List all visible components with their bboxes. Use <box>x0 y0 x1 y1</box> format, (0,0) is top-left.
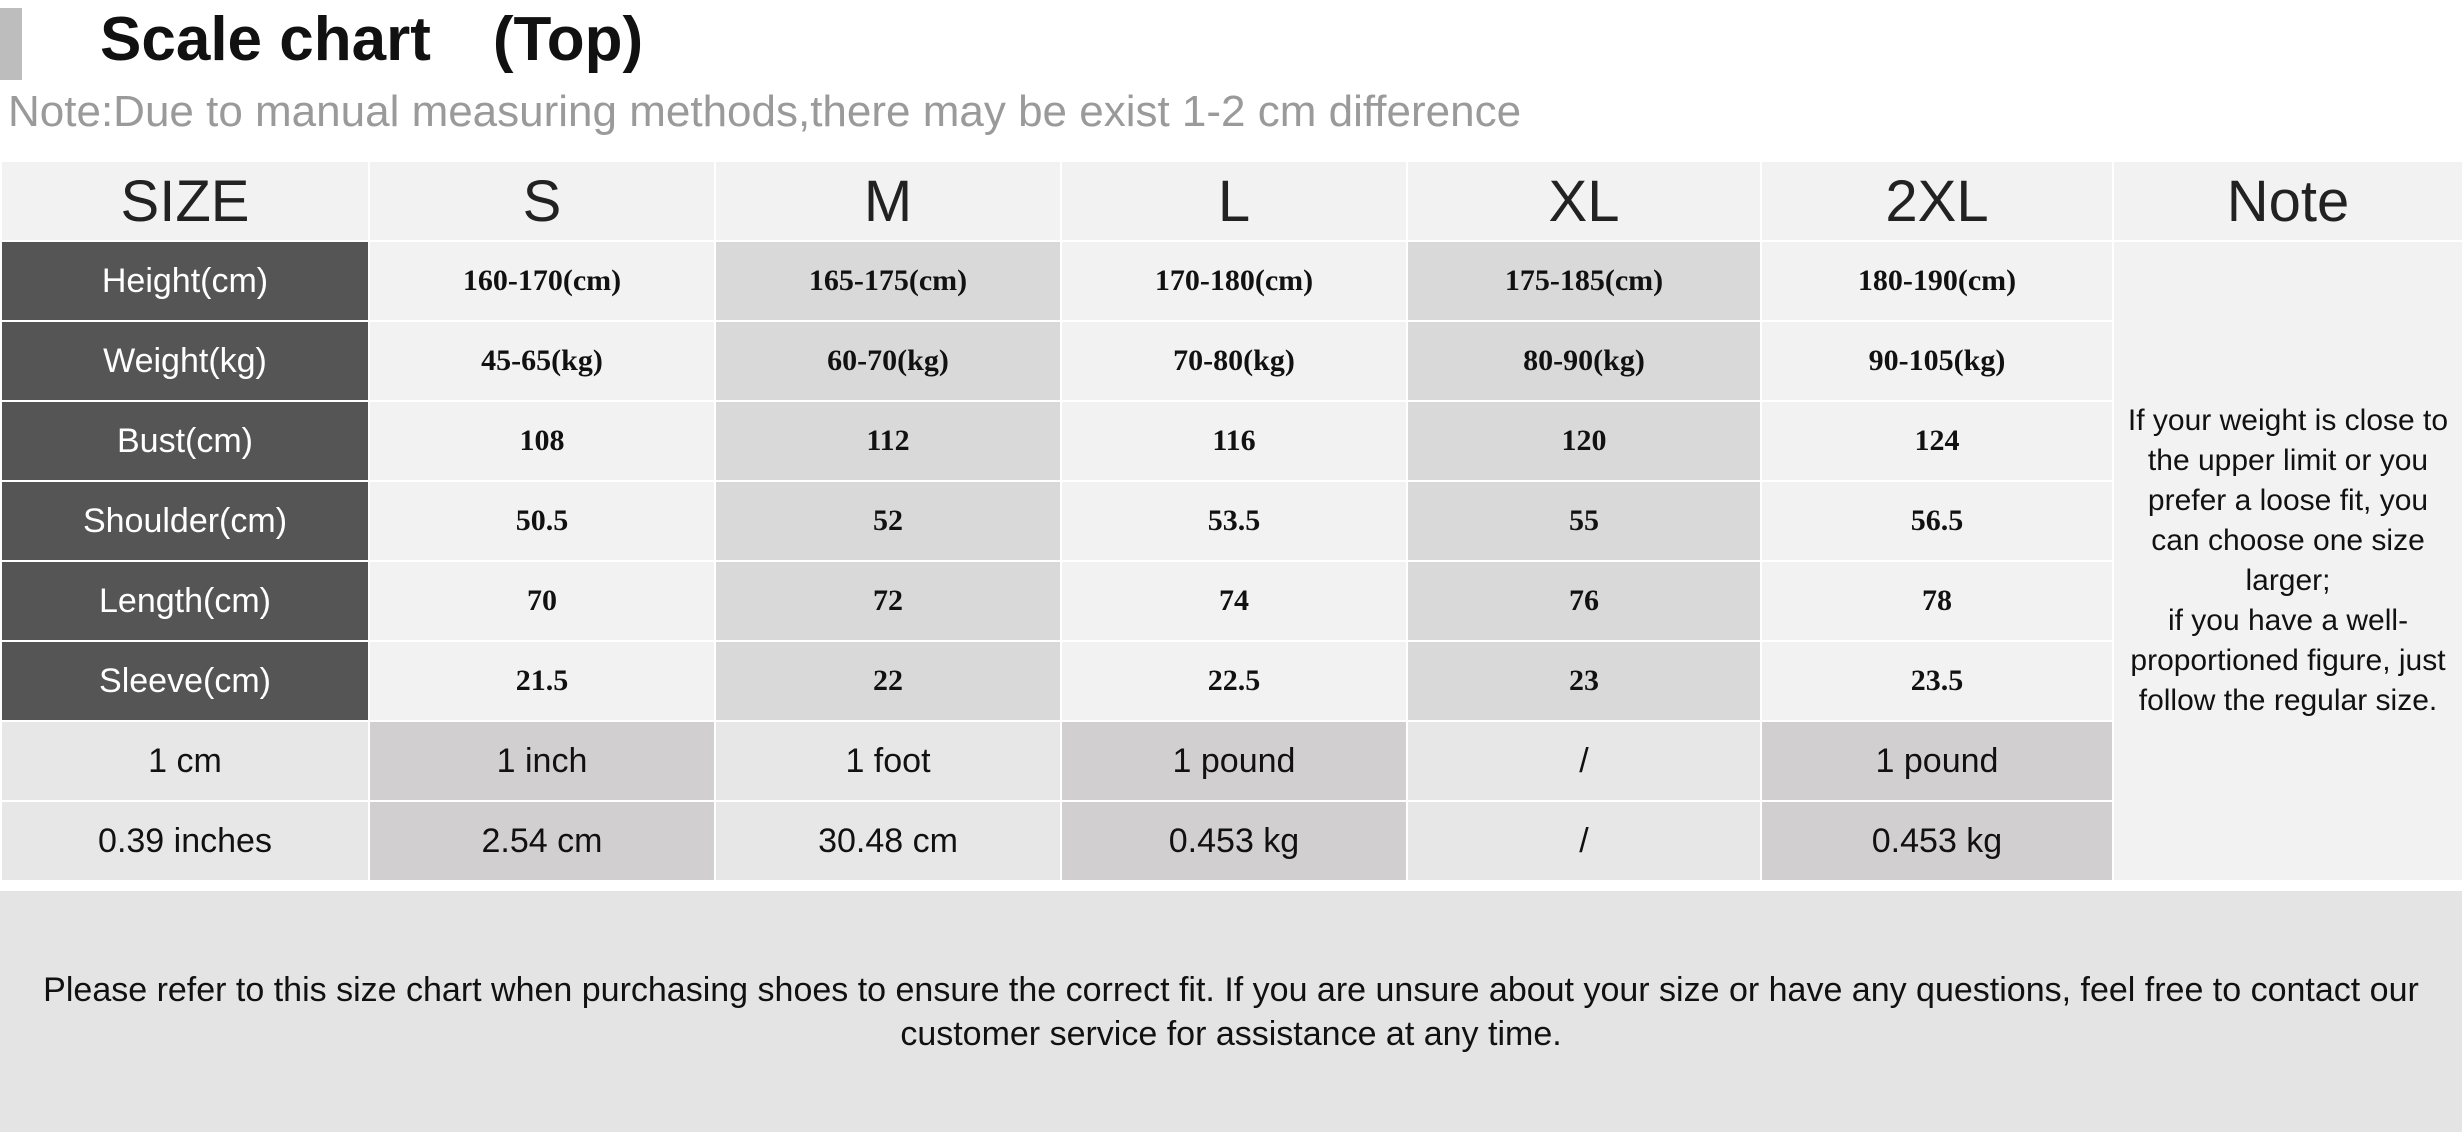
table-row: Shoulder(cm) 50.5 52 53.5 55 56.5 <box>0 480 2462 562</box>
cell-shoulder-xl: 55 <box>1406 480 1762 562</box>
cell-shoulder-s: 50.5 <box>368 480 716 562</box>
row-label-height: Height(cm) <box>0 240 370 322</box>
cell-weight-s: 45-65(kg) <box>368 320 716 402</box>
conversion-cell: 0.453 kg <box>1760 800 2114 882</box>
cell-bust-l: 116 <box>1060 400 1408 482</box>
cell-sleeve-xl: 23 <box>1406 640 1762 722</box>
cell-weight-l: 70-80(kg) <box>1060 320 1408 402</box>
header-m: M <box>714 160 1062 242</box>
size-table: SIZE S M L XL 2XL Note Height(cm) 160-17… <box>0 160 2462 882</box>
conversion-cell: 2.54 cm <box>368 800 716 882</box>
row-label-weight: Weight(kg) <box>0 320 370 402</box>
cell-bust-xl: 120 <box>1406 400 1762 482</box>
cell-sleeve-s: 21.5 <box>368 640 716 722</box>
cell-shoulder-m: 52 <box>714 480 1062 562</box>
conversion-row: 0.39 inches 2.54 cm 30.48 cm 0.453 kg / … <box>0 800 2462 882</box>
header-s: S <box>368 160 716 242</box>
conversion-cell: 1 pound <box>1760 720 2114 802</box>
cell-length-xl: 76 <box>1406 560 1762 642</box>
cell-length-m: 72 <box>714 560 1062 642</box>
table-row: Weight(kg) 45-65(kg) 60-70(kg) 70-80(kg)… <box>0 320 2462 402</box>
cell-bust-2xl: 124 <box>1760 400 2114 482</box>
conversion-cell: 0.39 inches <box>0 800 370 882</box>
conversion-cell: / <box>1406 800 1762 882</box>
table-row: Bust(cm) 108 112 116 120 124 <box>0 400 2462 482</box>
cell-shoulder-2xl: 56.5 <box>1760 480 2114 562</box>
table-row: Sleeve(cm) 21.5 22 22.5 23 23.5 <box>0 640 2462 722</box>
cell-length-l: 74 <box>1060 560 1408 642</box>
cell-bust-m: 112 <box>714 400 1062 482</box>
conversion-cell: 0.453 kg <box>1060 800 1408 882</box>
cell-shoulder-l: 53.5 <box>1060 480 1408 562</box>
row-label-shoulder: Shoulder(cm) <box>0 480 370 562</box>
conversion-cell: 1 inch <box>368 720 716 802</box>
cell-height-s: 160-170(cm) <box>368 240 716 322</box>
cell-bust-s: 108 <box>368 400 716 482</box>
page-title: Scale chart (Top) <box>100 5 644 74</box>
header-2xl: 2XL <box>1760 160 2114 242</box>
conversion-cell: 1 foot <box>714 720 1062 802</box>
conversion-cell: 1 cm <box>0 720 370 802</box>
conversion-cell: 1 pound <box>1060 720 1408 802</box>
header-size: SIZE <box>0 160 370 242</box>
header-xl: XL <box>1406 160 1762 242</box>
cell-height-xl: 175-185(cm) <box>1406 240 1762 322</box>
note-text: If your weight is close to the upper lim… <box>2127 404 2449 717</box>
row-label-length: Length(cm) <box>0 560 370 642</box>
cell-length-2xl: 78 <box>1760 560 2114 642</box>
title-accent-bar <box>0 8 22 80</box>
cell-sleeve-2xl: 23.5 <box>1760 640 2114 722</box>
cell-length-s: 70 <box>368 560 716 642</box>
header-note: Note <box>2112 160 2462 242</box>
cell-sleeve-m: 22 <box>714 640 1062 722</box>
header-l: L <box>1060 160 1408 242</box>
footer-text: Please refer to this size chart when pur… <box>43 970 2419 1053</box>
table-row: Length(cm) 70 72 74 76 78 <box>0 560 2462 642</box>
footer-panel: Please refer to this size chart when pur… <box>0 891 2462 1132</box>
row-label-sleeve: Sleeve(cm) <box>0 640 370 722</box>
conversion-cell: 30.48 cm <box>714 800 1062 882</box>
table-row: Height(cm) 160-170(cm) 165-175(cm) 170-1… <box>0 240 2462 882</box>
note-cell: If your weight is close to the upper lim… <box>2112 240 2462 882</box>
cell-height-l: 170-180(cm) <box>1060 240 1408 322</box>
cell-weight-2xl: 90-105(kg) <box>1760 320 2114 402</box>
cell-weight-xl: 80-90(kg) <box>1406 320 1762 402</box>
conversion-cell: / <box>1406 720 1762 802</box>
cell-height-m: 165-175(cm) <box>714 240 1062 322</box>
header-row: SIZE S M L XL 2XL Note <box>0 160 2462 242</box>
cell-sleeve-l: 22.5 <box>1060 640 1408 722</box>
measurement-note: Note:Due to manual measuring methods,the… <box>8 87 1522 136</box>
conversion-row: 1 cm 1 inch 1 foot 1 pound / 1 pound <box>0 720 2462 802</box>
cell-weight-m: 60-70(kg) <box>714 320 1062 402</box>
row-label-bust: Bust(cm) <box>0 400 370 482</box>
cell-height-2xl: 180-190(cm) <box>1760 240 2114 322</box>
